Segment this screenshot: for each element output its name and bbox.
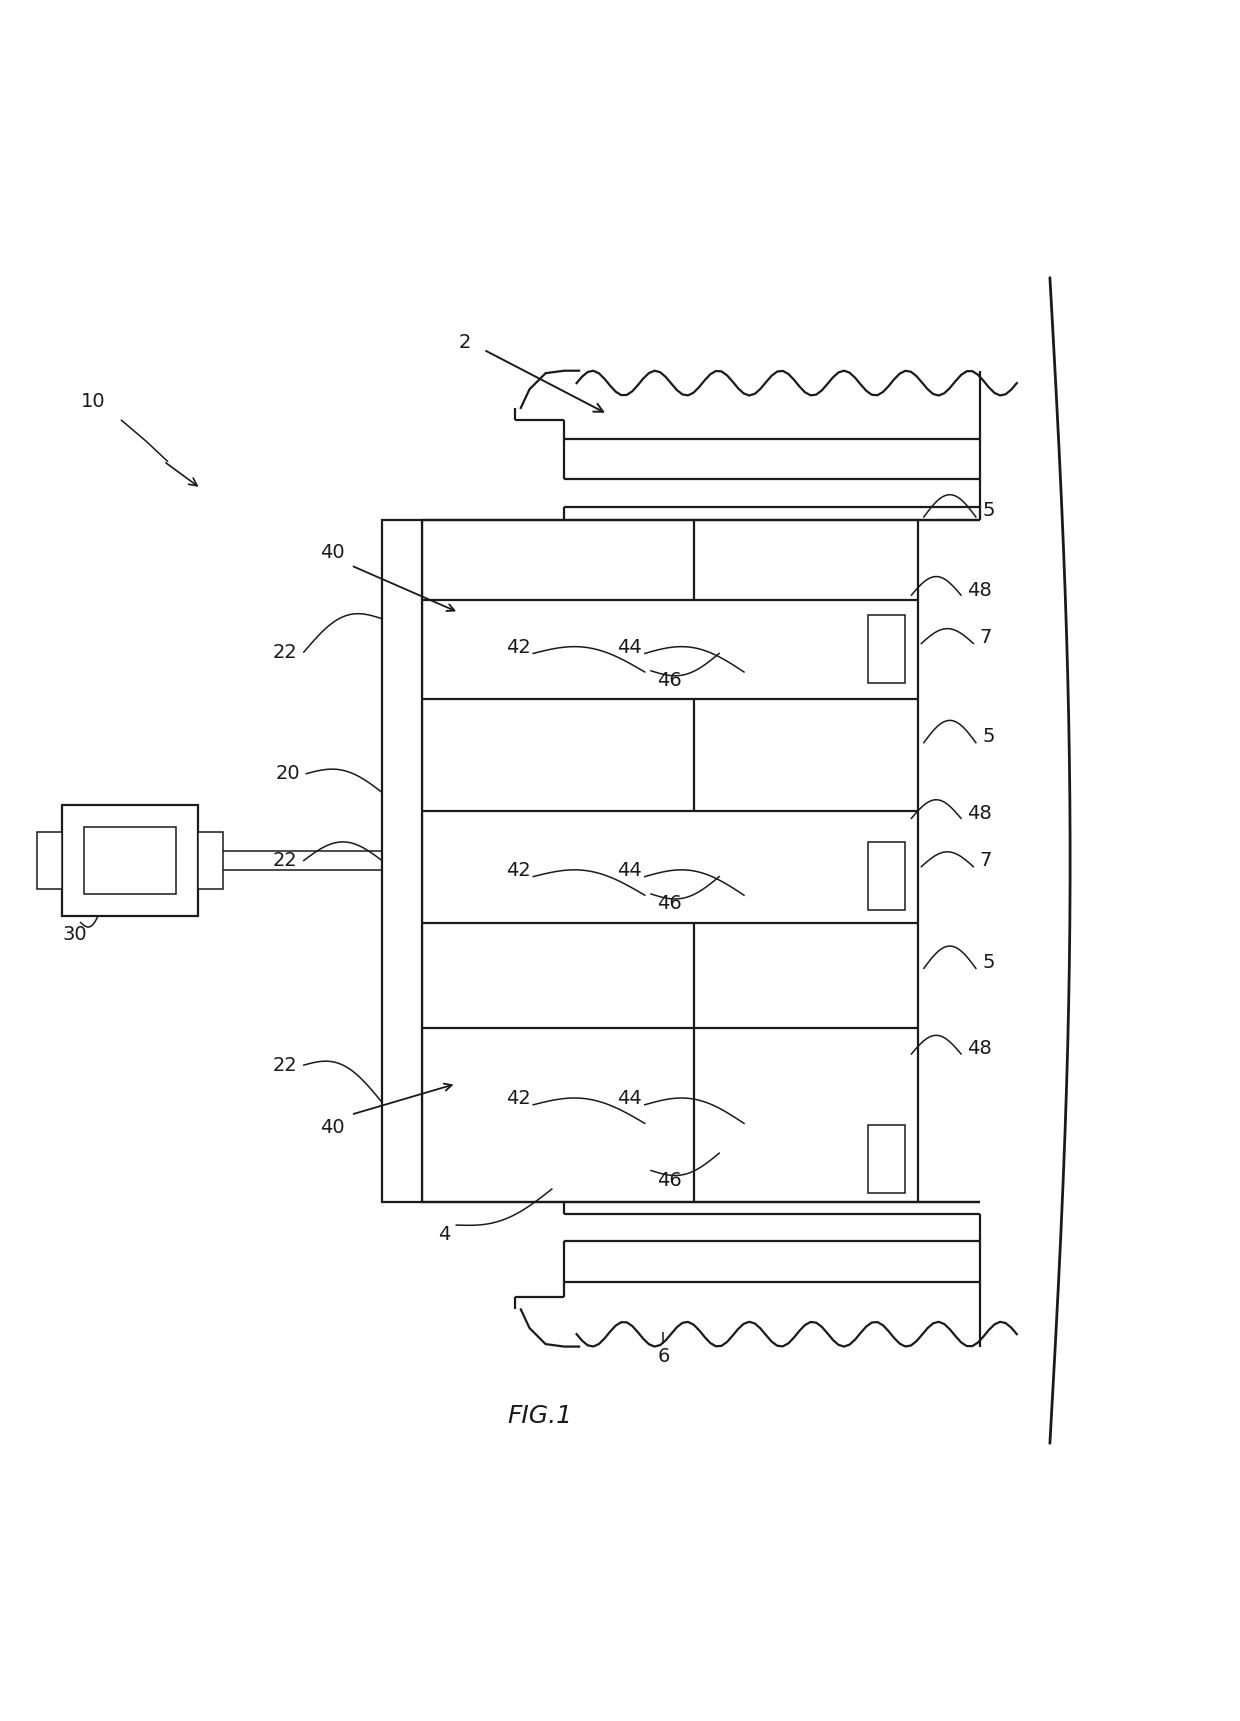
Text: 44: 44: [618, 860, 642, 879]
Text: 48: 48: [967, 580, 992, 599]
Text: 40: 40: [320, 1117, 345, 1136]
Text: 44: 44: [618, 638, 642, 657]
Text: 30: 30: [62, 926, 87, 945]
Text: 42: 42: [506, 860, 531, 879]
Bar: [868, 614, 905, 683]
Text: 10: 10: [81, 392, 105, 411]
Text: 46: 46: [657, 671, 682, 690]
Bar: [868, 842, 905, 910]
Bar: [198, 831, 223, 890]
Text: 46: 46: [657, 1170, 682, 1189]
Text: 46: 46: [657, 895, 682, 914]
Text: FIG.1: FIG.1: [507, 1404, 572, 1428]
Text: 42: 42: [506, 638, 531, 657]
Text: 42: 42: [506, 1089, 531, 1108]
Text: 5: 5: [982, 501, 994, 520]
Text: 5: 5: [982, 726, 994, 745]
Text: 7: 7: [980, 850, 992, 871]
Text: 22: 22: [273, 642, 298, 661]
Bar: [382, 520, 422, 1201]
Text: 40: 40: [320, 544, 345, 563]
Bar: [62, 805, 198, 916]
Text: 22: 22: [273, 1055, 298, 1074]
Text: 5: 5: [982, 953, 994, 972]
Bar: [84, 828, 176, 893]
Text: 2: 2: [459, 332, 471, 351]
Bar: [422, 520, 918, 1201]
Text: 48: 48: [967, 1039, 992, 1058]
Text: 4: 4: [438, 1225, 450, 1244]
Text: 7: 7: [980, 628, 992, 647]
Text: 20: 20: [275, 764, 300, 783]
Text: 6: 6: [657, 1348, 670, 1366]
Text: 22: 22: [273, 850, 298, 871]
Bar: [868, 1124, 905, 1193]
Text: 48: 48: [967, 804, 992, 823]
Text: 44: 44: [618, 1089, 642, 1108]
Bar: [37, 831, 62, 890]
